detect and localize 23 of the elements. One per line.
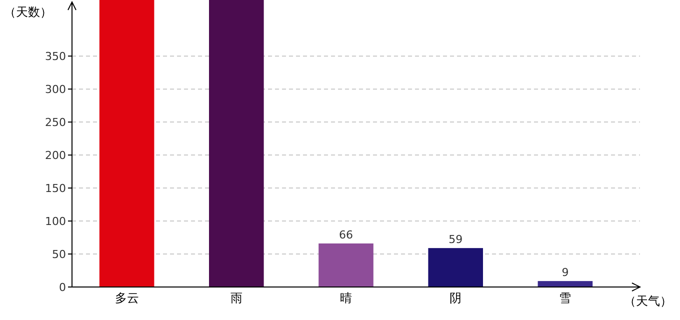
y-tick-label: 200: [45, 148, 66, 162]
data-label: 66: [339, 228, 353, 242]
y-tick-label: 250: [45, 116, 66, 129]
x-tick-label: 晴: [340, 291, 352, 305]
x-tick-label: 阴: [450, 291, 462, 305]
y-tick-label: 100: [45, 214, 66, 228]
bar: [538, 281, 593, 287]
y-tick-label: 0: [59, 280, 66, 294]
bar: [209, 0, 264, 287]
y-tick-label: 150: [45, 182, 66, 195]
bar: [428, 248, 483, 287]
y-tick-label: 300: [45, 82, 66, 96]
y-tick-label: 350: [45, 50, 66, 63]
x-axis-title: （天气）: [624, 294, 672, 308]
bar: [318, 243, 374, 287]
x-tick-label: 多云: [114, 291, 139, 305]
data-label: 59: [448, 233, 463, 246]
data-label: 9: [562, 266, 569, 280]
x-tick-label: 雪: [559, 291, 572, 305]
y-tick-label: 50: [52, 248, 66, 261]
bar: [99, 0, 154, 287]
x-tick-label: 雨: [230, 291, 242, 305]
y-axis-title: （天数）: [4, 5, 52, 19]
